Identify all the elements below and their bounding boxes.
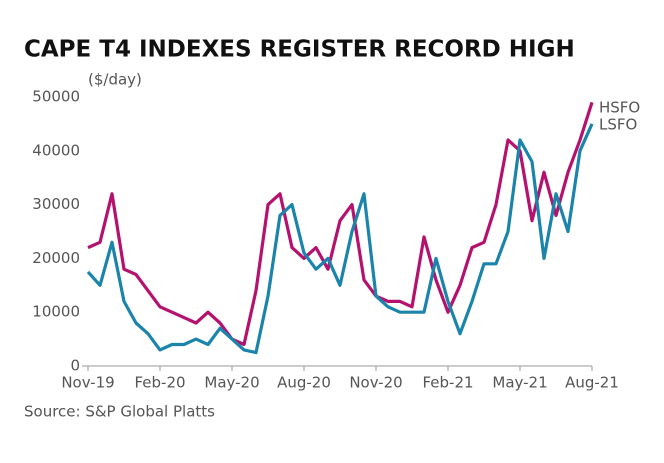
y-tick-label: 0: [70, 357, 80, 375]
series-line: [86, 123, 594, 355]
source: Source: S&P Global Platts: [24, 403, 215, 421]
y-axis-unit: ($/day): [88, 71, 142, 89]
x-tick-label: Feb-20: [134, 374, 185, 392]
y-tick-label: 40000: [32, 141, 80, 159]
x-tick-label: Nov-20: [349, 374, 402, 392]
legend-label: LSFO: [599, 116, 637, 134]
x-tick-label: Aug-20: [277, 374, 331, 392]
x-tick-label: Feb-21: [422, 374, 473, 392]
y-tick-label: 20000: [32, 249, 80, 267]
legend-label: HSFO: [599, 99, 640, 117]
chart-title: CAPE T4 INDEXES REGISTER RECORD HIGH: [24, 37, 575, 63]
y-tick-label: 30000: [32, 195, 80, 213]
series-line: [87, 101, 594, 347]
y-tick-label: 10000: [32, 303, 80, 321]
x-tick-label: May-21: [492, 374, 547, 392]
x-tick-label: Aug-21: [565, 374, 619, 392]
x-tick-label: Nov-19: [61, 374, 114, 392]
x-tick-label: May-20: [204, 374, 259, 392]
y-tick-label: 50000: [32, 88, 80, 106]
